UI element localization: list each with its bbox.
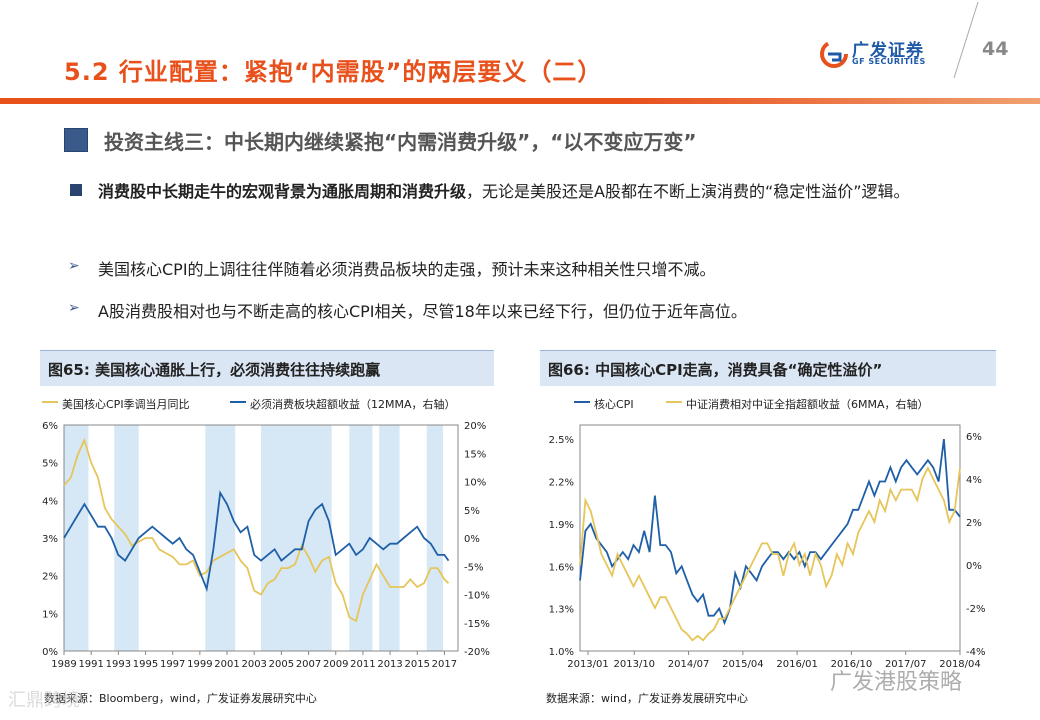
series-line: [63, 490, 450, 593]
figure-65-title: 图65: 美国核心通胀上行，必须消费往往持续跑赢: [48, 361, 381, 379]
y-right-tick-label: -20%: [464, 647, 490, 658]
x-tick-label: 2001: [214, 659, 239, 670]
y-left-tick-label: 6%: [42, 421, 58, 432]
y-right-tick-label: 5%: [464, 506, 480, 517]
shaded-period: [379, 425, 400, 651]
y-right-tick-label: 0%: [464, 534, 480, 545]
y-left-tick-label: 1.6%: [549, 562, 574, 573]
y-left-tick-label: 1.0%: [549, 647, 574, 658]
y-right-tick-label: -4%: [966, 647, 985, 658]
shaded-period: [205, 425, 236, 651]
figure-66-title: 图66: 中国核心CPI走高，消费具备“确定性溢价”: [548, 361, 883, 379]
y-left-tick-label: 2.2%: [549, 478, 574, 489]
y-left-tick-label: 1.3%: [549, 605, 574, 616]
y-left-tick-label: 3%: [42, 534, 58, 545]
y-left-tick-label: 0%: [42, 647, 58, 658]
y-right-tick-label: 2%: [966, 518, 982, 529]
y-right-tick-label: 20%: [464, 421, 486, 432]
bullet-rest-text: ，无论是美股还是A股都在不断上演消费的“稳定性溢价”逻辑。: [466, 182, 910, 201]
legend-consumer-excess: 中证消费相对中证全指超额收益（6MMA，右轴）: [686, 398, 929, 411]
topic-square-icon: [64, 128, 88, 152]
legend-staples-excess: 必须消费板块超额收益（12MMA，右轴）: [250, 398, 456, 411]
x-tick-label: 2013: [377, 659, 402, 670]
page-number: 44: [982, 38, 1009, 60]
watermark-right: 广发港股策略: [830, 670, 963, 695]
x-tick-label: 2005: [269, 659, 294, 670]
x-tick-label: 1997: [160, 659, 185, 670]
x-tick-label: 1999: [187, 659, 212, 670]
y-right-tick-label: 6%: [966, 432, 982, 443]
y-left-tick-label: 2.5%: [549, 435, 574, 446]
x-tick-label: 2016/01: [776, 659, 818, 670]
x-tick-label: 2003: [241, 659, 266, 670]
x-tick-label: 2009: [323, 659, 348, 670]
x-tick-label: 2014/07: [668, 659, 710, 670]
y-left-tick-label: 1%: [42, 609, 58, 620]
chart-us-cpi-staples: 0% 1% 2% 3% 4% 5% 6% -20% -15% -10% -5% 0% 5% 10% 15% 2…: [42, 421, 490, 670]
page-title: 5.2 行业配置：紧抱“内需股”的两层要义（二）: [64, 58, 603, 86]
x-tick-label: 2018/04: [939, 659, 981, 670]
arrow-bullet-icon: ➢: [68, 258, 80, 274]
legend-gold-swatch: [666, 401, 682, 403]
logo-text: 广发证券: [852, 41, 924, 61]
sub-point-1: 美国核心CPI的上调往往伴随着必须消费品板块的走强，预计未来这种相关性只增不减。: [98, 260, 716, 279]
x-tick-label: 2015: [405, 659, 430, 670]
legend-core-cpi: 美国核心CPI季调当月同比: [62, 398, 190, 411]
figure-65-source: 数据来源：Bloomberg，wind，广发证券发展研究中心: [44, 692, 317, 705]
y-left-tick-label: 1.9%: [549, 520, 574, 531]
y-left-tick-label: 5%: [42, 459, 58, 470]
x-tick-label: 2013/01: [567, 659, 609, 670]
x-tick-label: 1991: [78, 659, 103, 670]
y-right-tick-label: 0%: [966, 561, 982, 572]
main-bullet: 消费股中长期走牛的宏观背景为通胀周期和消费升级，无论是美股还是A股都在不断上演消…: [70, 176, 998, 207]
x-tick-label: 2017: [432, 659, 457, 670]
x-tick-label: 2011: [350, 659, 375, 670]
y-right-tick-label: -5%: [464, 562, 483, 573]
y-right-tick-label: 4%: [966, 475, 982, 486]
shaded-period: [349, 425, 373, 651]
bullet-bold-text: 消费股中长期走牛的宏观背景为通胀周期和消费升级: [98, 182, 467, 201]
x-tick-label: 2007: [296, 659, 321, 670]
sub-point-2: A股消费股相对也与不断走高的核心CPI相关，尽管18年以来已经下行，但仍位于近年…: [98, 302, 747, 321]
divider-slash-icon: [953, 1, 979, 79]
header-bar: [0, 98, 1040, 104]
x-tick-label: 2013/10: [614, 659, 656, 670]
watermark-left: 汇鼎跨境: [8, 690, 80, 711]
x-tick-label: 2017/07: [885, 659, 927, 670]
legend-gold-swatch: [42, 401, 58, 403]
logo-subtext: GF SECURITIES: [852, 57, 926, 66]
y-right-tick-label: 10%: [464, 478, 486, 489]
y-right-tick-label: 15%: [464, 449, 486, 460]
shaded-period: [261, 425, 332, 651]
x-tick-label: 1993: [106, 659, 131, 670]
y-right-tick-label: -10%: [464, 591, 490, 602]
y-left-tick-label: 4%: [42, 496, 58, 507]
figure-66-title-bar: 图66: 中国核心CPI走高，消费具备“确定性溢价”: [540, 350, 996, 386]
series-line: [63, 437, 450, 623]
plot-frame: [579, 424, 961, 652]
x-tick-label: 2016/10: [831, 659, 873, 670]
legend-blue-swatch: [574, 401, 590, 403]
y-right-tick-label: -2%: [966, 604, 985, 615]
legend-blue-swatch: [230, 401, 246, 403]
figure-66-source: 数据来源：wind，广发证券发展研究中心: [546, 692, 749, 705]
x-tick-label: 2015/04: [722, 659, 764, 670]
x-tick-label: 1989: [51, 659, 76, 670]
series-line: [579, 438, 961, 626]
bullet-square-icon: [70, 184, 82, 196]
gf-logo-icon: [820, 40, 848, 68]
series-line: [579, 465, 961, 642]
legend-china-core-cpi: 核心CPI: [594, 398, 634, 411]
y-left-tick-label: 2%: [42, 572, 58, 583]
arrow-bullet-icon: ➢: [68, 300, 80, 316]
chart-china-cpi-consumer: 1.0% 1.3% 1.6% 1.9% 2.2% 2.5% -4% -2% 0% 2% 4% 6% 20…: [549, 424, 985, 670]
y-right-tick-label: -15%: [464, 619, 490, 630]
figure-65-title-bar: 图65: 美国核心通胀上行，必须消费往往持续跑赢: [40, 350, 494, 386]
shaded-period: [426, 425, 444, 651]
topic-text: 投资主线三：中长期内继续紧抱“内需消费升级”，“以不变应万变”: [104, 130, 697, 154]
x-tick-label: 1995: [133, 659, 158, 670]
